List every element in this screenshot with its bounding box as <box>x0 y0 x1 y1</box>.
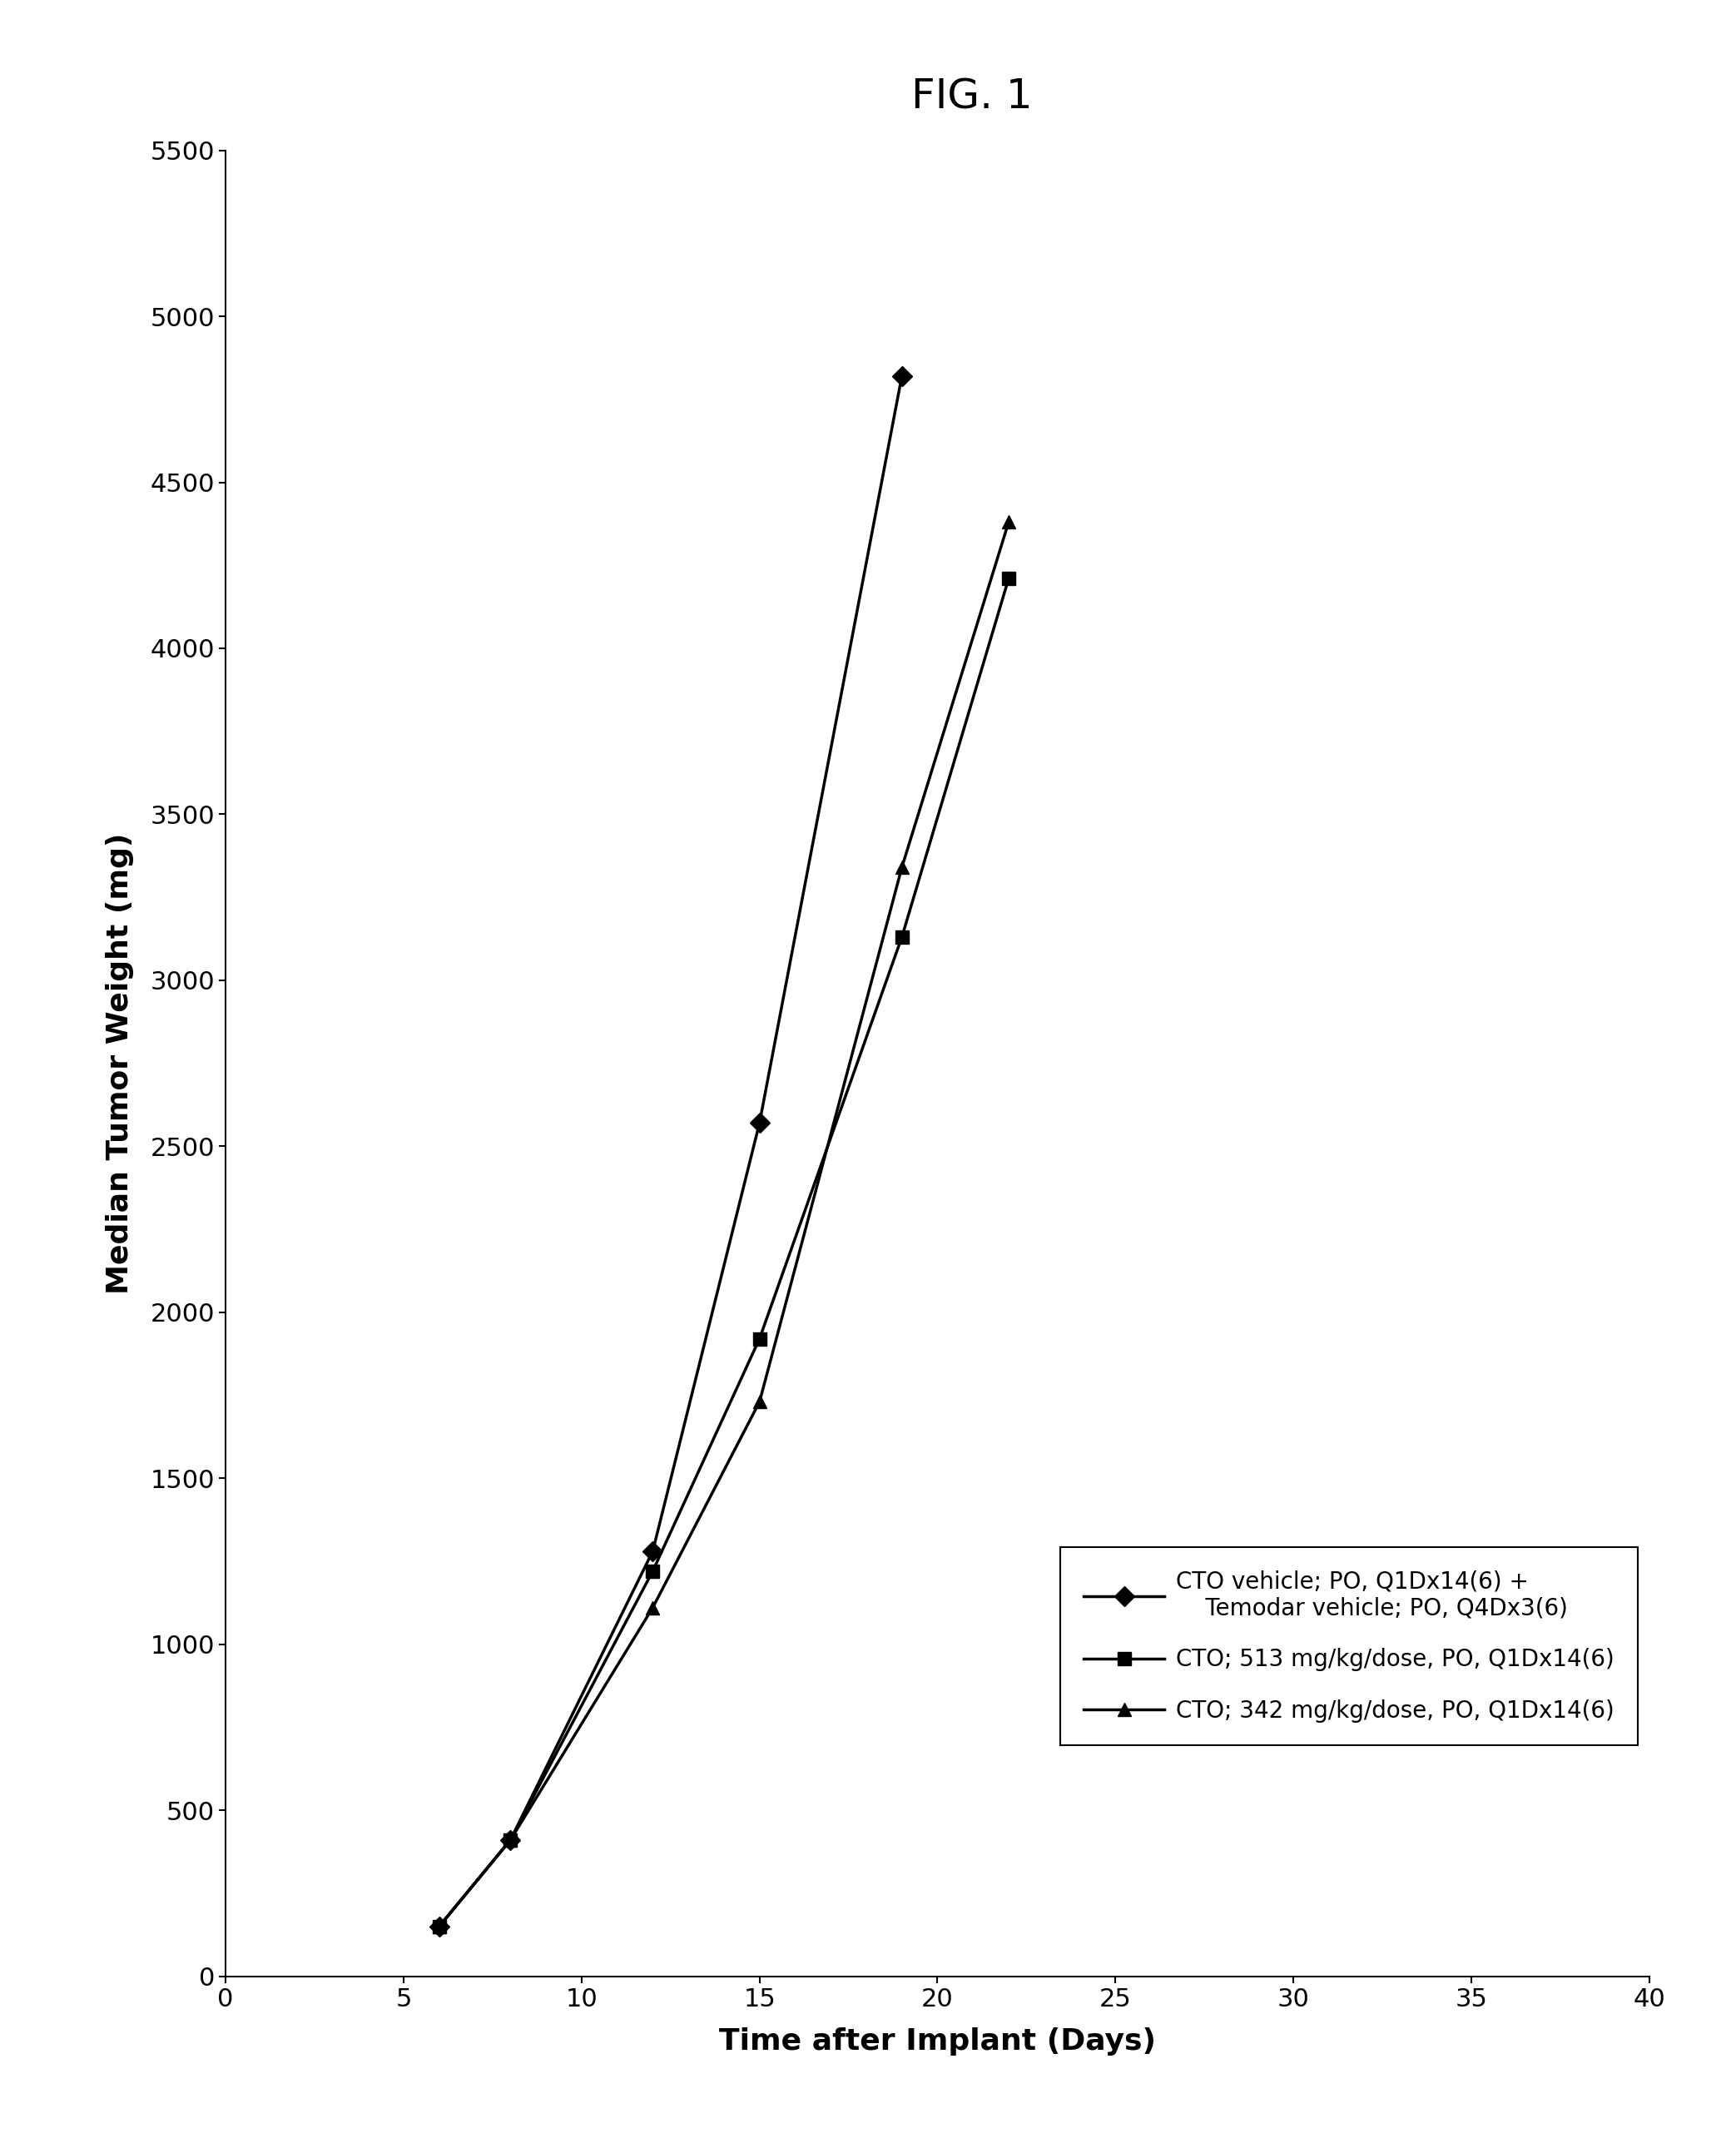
CTO vehicle; PO, Q1Dx14(6) +
    Temodar vehicle; PO, Q4Dx3(6) <box>750 1111 771 1136</box>
X-axis label: Time after Implant (Days): Time after Implant (Days) <box>719 2028 1156 2056</box>
CTO; 342 mg/kg/dose, PO, Q1Dx14(6) <box>642 1594 663 1620</box>
Line: CTO; 342 mg/kg/dose, PO, Q1Dx14(6): CTO; 342 mg/kg/dose, PO, Q1Dx14(6) <box>432 516 1016 1933</box>
CTO vehicle; PO, Q1Dx14(6) +
    Temodar vehicle; PO, Q4Dx3(6) <box>500 1828 521 1854</box>
CTO vehicle; PO, Q1Dx14(6) +
    Temodar vehicle; PO, Q4Dx3(6) <box>429 1914 450 1940</box>
Text: FIG. 1: FIG. 1 <box>911 77 1033 116</box>
CTO; 513 mg/kg/dose, PO, Q1Dx14(6) <box>750 1325 771 1351</box>
CTO; 342 mg/kg/dose, PO, Q1Dx14(6) <box>500 1828 521 1854</box>
CTO; 513 mg/kg/dose, PO, Q1Dx14(6) <box>892 924 913 949</box>
Line: CTO; 513 mg/kg/dose, PO, Q1Dx14(6): CTO; 513 mg/kg/dose, PO, Q1Dx14(6) <box>432 571 1016 1933</box>
CTO; 342 mg/kg/dose, PO, Q1Dx14(6) <box>998 509 1019 535</box>
Legend: CTO vehicle; PO, Q1Dx14(6) +
    Temodar vehicle; PO, Q4Dx3(6), CTO; 513 mg/kg/d: CTO vehicle; PO, Q1Dx14(6) + Temodar veh… <box>1061 1547 1637 1746</box>
CTO; 513 mg/kg/dose, PO, Q1Dx14(6) <box>500 1828 521 1854</box>
CTO; 342 mg/kg/dose, PO, Q1Dx14(6) <box>892 855 913 881</box>
Y-axis label: Median Tumor Weight (mg): Median Tumor Weight (mg) <box>106 833 134 1293</box>
CTO; 513 mg/kg/dose, PO, Q1Dx14(6) <box>642 1557 663 1583</box>
CTO; 513 mg/kg/dose, PO, Q1Dx14(6) <box>429 1914 450 1940</box>
CTO; 342 mg/kg/dose, PO, Q1Dx14(6) <box>429 1914 450 1940</box>
Line: CTO vehicle; PO, Q1Dx14(6) +
    Temodar vehicle; PO, Q4Dx3(6): CTO vehicle; PO, Q1Dx14(6) + Temodar veh… <box>432 369 908 1933</box>
CTO vehicle; PO, Q1Dx14(6) +
    Temodar vehicle; PO, Q4Dx3(6) <box>642 1538 663 1564</box>
CTO; 342 mg/kg/dose, PO, Q1Dx14(6) <box>750 1390 771 1416</box>
CTO; 513 mg/kg/dose, PO, Q1Dx14(6) <box>998 565 1019 591</box>
CTO vehicle; PO, Q1Dx14(6) +
    Temodar vehicle; PO, Q4Dx3(6) <box>892 363 913 389</box>
